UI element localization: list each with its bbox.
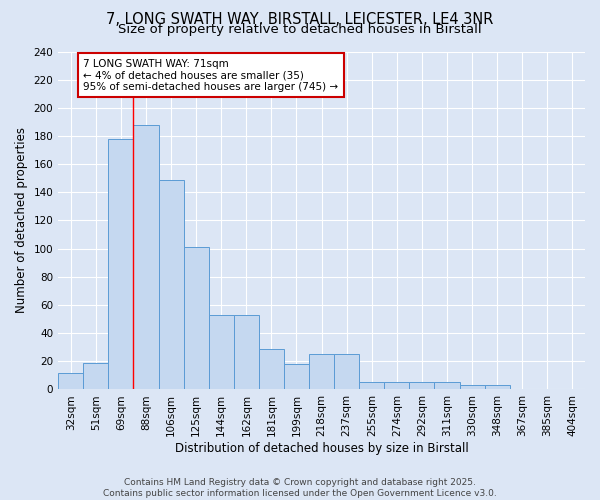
Bar [209,315,234,390]
Bar [409,382,434,390]
Bar [184,247,209,390]
Y-axis label: Number of detached properties: Number of detached properties [15,128,28,314]
X-axis label: Distribution of detached houses by size in Birstall: Distribution of detached houses by size … [175,442,469,455]
Text: 7, LONG SWATH WAY, BIRSTALL, LEICESTER, LE4 3NR: 7, LONG SWATH WAY, BIRSTALL, LEICESTER, … [106,12,494,28]
Bar [133,124,158,390]
Bar [359,382,385,390]
Text: 7 LONG SWATH WAY: 71sqm
← 4% of detached houses are smaller (35)
95% of semi-det: 7 LONG SWATH WAY: 71sqm ← 4% of detached… [83,58,338,92]
Bar [284,364,309,390]
Bar [58,372,83,390]
Bar [385,382,409,390]
Bar [109,139,133,390]
Bar [309,354,334,390]
Bar [485,385,510,390]
Bar [334,354,359,390]
Text: Contains HM Land Registry data © Crown copyright and database right 2025.
Contai: Contains HM Land Registry data © Crown c… [103,478,497,498]
Bar [259,348,284,390]
Bar [158,180,184,390]
Bar [234,315,259,390]
Text: Size of property relative to detached houses in Birstall: Size of property relative to detached ho… [118,22,482,36]
Bar [434,382,460,390]
Bar [83,362,109,390]
Bar [460,385,485,390]
